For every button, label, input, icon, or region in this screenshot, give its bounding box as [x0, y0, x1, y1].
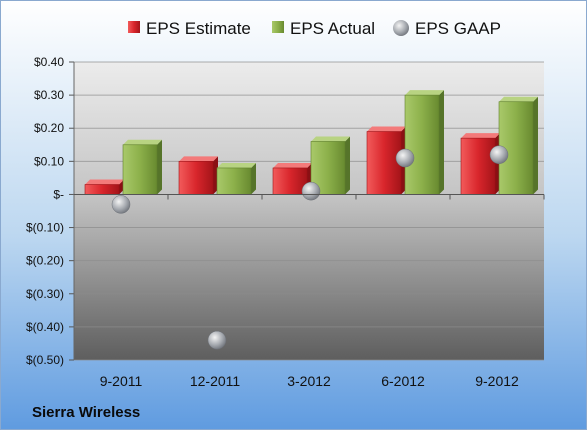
gaap-point	[207, 330, 227, 350]
y-tick-label: $-	[53, 187, 64, 201]
bar-eps-estimate	[272, 167, 308, 195]
gaap-point	[395, 148, 415, 168]
bar-top-eps-actual	[499, 96, 538, 102]
legend-swatch-eps-gaap	[393, 20, 409, 36]
legend-label-eps-gaap: EPS GAAP	[415, 19, 501, 38]
x-axis: 9-2011 12-2011 3-2012 6-2012 9-2012	[74, 193, 545, 389]
y-tick-label: $0.40	[34, 55, 64, 69]
legend: EPS Estimate EPS Actual EPS GAAP	[128, 19, 501, 38]
bar-top-eps-estimate	[179, 156, 218, 162]
gaap-point	[301, 181, 321, 201]
y-tick-label: $0.30	[34, 88, 64, 102]
x-tick-label: 9-2012	[475, 373, 519, 389]
bar-side-eps-actual	[251, 162, 256, 195]
bar-top-eps-estimate	[273, 162, 312, 168]
bar-eps-estimate	[366, 131, 402, 195]
bar-top-eps-estimate	[85, 179, 124, 185]
plot-area	[74, 62, 544, 360]
gaap-points	[111, 145, 509, 350]
y-axis: $0.40 $0.30 $0.20 $0.10 $- $(0.10) $(0.20) $(0.…	[26, 55, 75, 367]
y-tick-label: $0.20	[34, 121, 64, 135]
bar-side-eps-actual	[533, 96, 538, 195]
legend-label-eps-actual: EPS Actual	[290, 19, 375, 38]
legend-item-eps-gaap: EPS GAAP	[393, 19, 501, 38]
bar-eps-estimate	[460, 137, 496, 195]
y-tick-label: $(0.20)	[26, 254, 64, 268]
y-tick-label: $(0.30)	[26, 287, 64, 301]
bar-eps-actual	[404, 94, 440, 195]
bar-eps-estimate	[178, 161, 214, 195]
y-tick-label: $(0.50)	[26, 353, 64, 367]
bar-top-eps-estimate	[461, 133, 500, 139]
bar-top-eps-actual	[311, 136, 350, 142]
bar-top-eps-actual	[405, 90, 444, 96]
legend-label-eps-estimate: EPS Estimate	[146, 19, 251, 38]
grid	[74, 61, 544, 361]
y-tick-label: $0.10	[34, 154, 64, 168]
y-tick-label: $(0.10)	[26, 221, 64, 235]
x-tick-label: 6-2012	[381, 373, 425, 389]
company-name: Sierra Wireless	[32, 404, 140, 421]
bar-eps-estimate	[84, 184, 120, 195]
legend-item-eps-estimate: EPS Estimate	[128, 19, 251, 38]
gaap-point	[111, 195, 131, 214]
legend-item-eps-actual: EPS Actual	[272, 19, 375, 38]
legend-swatch-eps-estimate	[128, 21, 140, 33]
bar-side-eps-actual	[157, 139, 162, 195]
bar-side-eps-actual	[439, 90, 444, 195]
bar-top-eps-estimate	[367, 126, 406, 132]
gaap-point	[489, 145, 509, 164]
x-tick-label: 12-2011	[190, 373, 241, 389]
bar-top-eps-actual	[123, 139, 162, 145]
bar-top-eps-actual	[217, 162, 256, 168]
bar-side-eps-actual	[345, 136, 350, 195]
legend-swatch-eps-actual	[272, 21, 284, 33]
x-tick-label: 3-2012	[287, 373, 331, 389]
bar-eps-actual	[216, 167, 252, 195]
y-tick-label: $(0.40)	[26, 320, 64, 334]
bar-eps-actual	[122, 144, 158, 195]
x-tick-label: 9-2011	[100, 373, 143, 389]
